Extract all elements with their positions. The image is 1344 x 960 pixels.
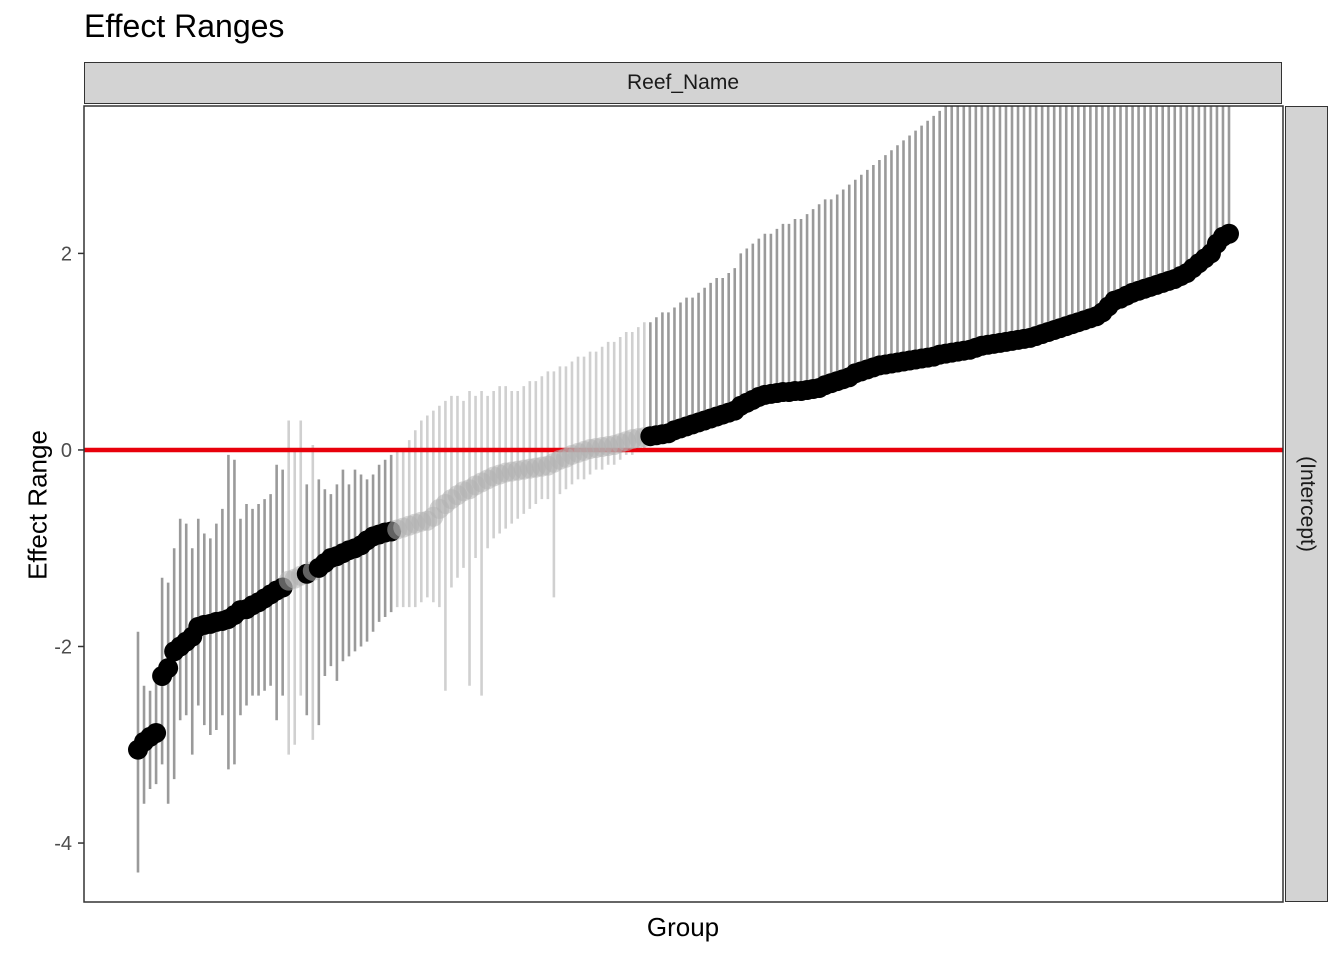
data-point xyxy=(1219,223,1239,244)
facet-column-strip: Reef_Name xyxy=(84,62,1282,104)
y-tick-label: 2 xyxy=(61,243,72,265)
panel-border xyxy=(83,105,1284,903)
chart-title: Effect Ranges xyxy=(84,8,285,44)
y-axis-label: Effect Range xyxy=(22,430,53,580)
data-point xyxy=(146,722,167,743)
facet-column-label: Reef_Name xyxy=(626,71,740,94)
facet-row-strip: (Intercept) xyxy=(1285,106,1328,902)
x-axis-label: Group xyxy=(646,912,720,942)
y-tick-label: 0 xyxy=(61,440,72,462)
y-tick-label: -2 xyxy=(54,636,72,658)
data-point xyxy=(158,658,179,679)
y-tick-label: -4 xyxy=(54,833,72,855)
